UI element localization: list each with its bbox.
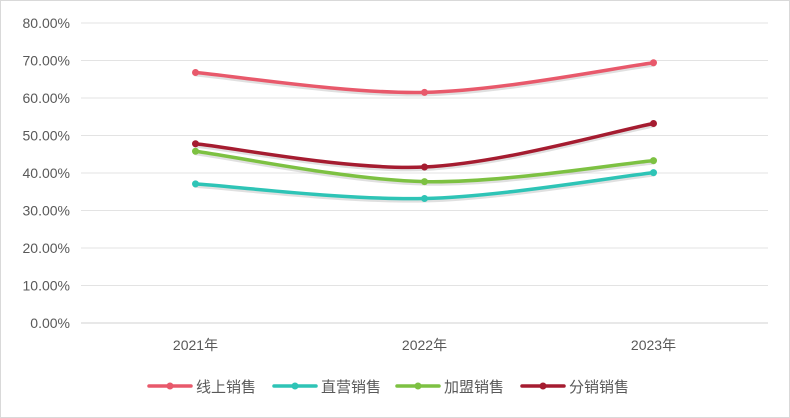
data-point [421,178,428,186]
gridlines [81,22,768,324]
data-point [650,59,657,67]
series-lines [192,59,657,203]
data-point [650,120,657,127]
x-tick-label: 2021年 [173,337,218,353]
data-point [192,180,199,188]
y-tick-label: 50.00% [23,128,70,144]
series-4 [192,120,657,172]
data-point [650,169,657,177]
legend-label: 线上销售 [196,378,256,396]
series-line [193,121,656,170]
data-point [421,88,428,96]
data-point [421,163,428,171]
data-point [192,147,199,155]
legend-item[interactable]: 分销销售 [520,378,629,396]
data-point [650,157,657,165]
legend-swatch-marker [291,382,299,390]
y-tick-label: 20.00% [23,240,70,256]
series-2 [192,169,657,203]
legend-item[interactable]: 直营销售 [272,378,381,396]
legend-swatch-marker [414,382,422,390]
data-point [192,140,199,148]
y-tick-label: 70.00% [23,53,70,69]
y-tick-label: 60.00% [23,90,70,106]
legend-item[interactable]: 线上销售 [147,378,256,396]
y-tick-label: 10.00% [23,278,70,294]
data-point [421,195,428,202]
legend-swatch-marker [539,382,547,390]
legend: 线上销售 直营销售 加盟销售 分销销售 [147,378,629,396]
y-tick-label: 0.00% [30,315,70,331]
legend-label: 分销销售 [569,378,629,396]
series-3 [192,147,657,186]
series-1 [192,59,657,97]
y-tick-label: 80.00% [23,15,70,31]
x-tick-label: 2023年 [631,337,676,353]
x-tick-label: 2022年 [402,337,447,353]
y-tick-label: 40.00% [23,165,70,181]
legend-item[interactable]: 加盟销售 [395,378,504,396]
legend-label: 直营销售 [321,378,381,396]
legend-label: 加盟销售 [444,378,504,396]
y-axis-tick-labels: 0.00% 10.00% 20.00% 30.00% 40.00% 50.00% 60.00… [23,15,70,331]
y-tick-label: 30.00% [23,203,70,219]
data-point [192,69,199,76]
x-axis-tick-labels: 2021年 2022年 2023年 [173,337,676,353]
legend-swatch-marker [166,382,174,390]
